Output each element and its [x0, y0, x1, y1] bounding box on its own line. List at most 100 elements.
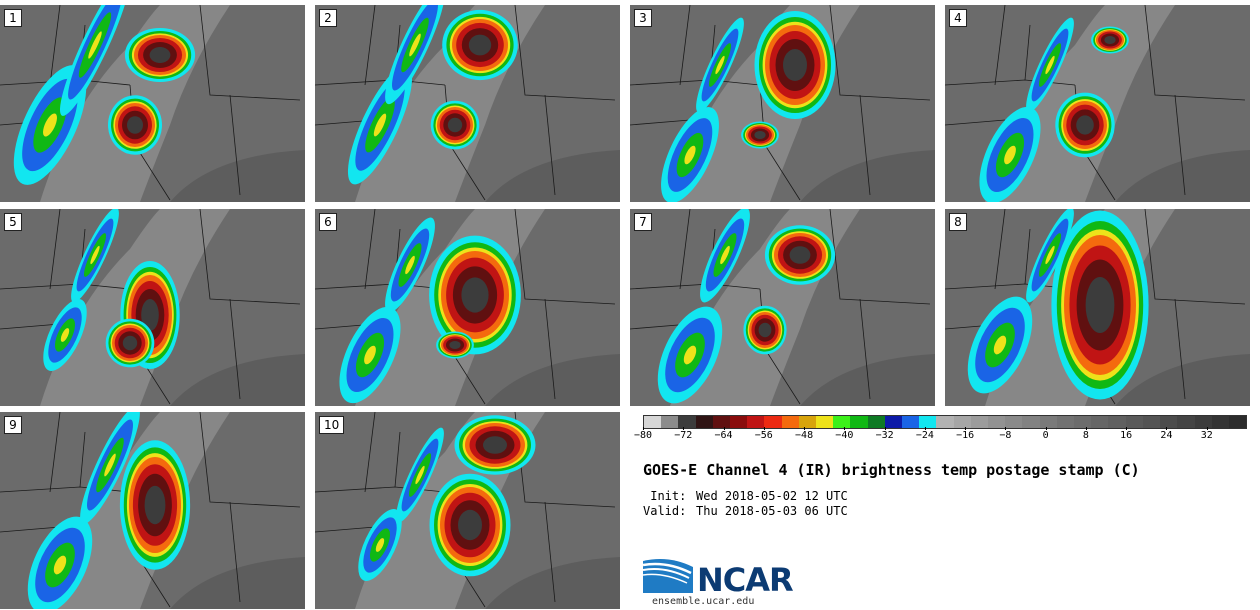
ensemble-member-panel-8: 8 [945, 209, 1250, 406]
colorbar-swatch [884, 416, 903, 428]
colorbar-swatch [1177, 416, 1195, 428]
convective-storm [468, 34, 492, 56]
panel-number: 7 [634, 213, 652, 231]
state-boundary [394, 431, 401, 488]
colorbar-swatch [1160, 416, 1178, 428]
init-value: Wed 2018-05-02 12 UTC [696, 489, 848, 503]
cloud-band [53, 555, 67, 575]
cloud-band [373, 113, 387, 137]
ensemble-member-panel-7: 7 [630, 209, 935, 406]
convective-storm [783, 49, 807, 81]
state-boundary [994, 209, 1006, 290]
ir-satellite-map [0, 412, 305, 609]
colorbar-swatch [730, 416, 748, 428]
colorbar-swatch [1125, 416, 1143, 428]
state-boundary [0, 526, 61, 533]
state-boundary [49, 209, 61, 290]
state-boundary [1144, 5, 1246, 101]
cloud-band [409, 33, 421, 57]
state-boundary [1144, 209, 1246, 305]
colorbar-swatch [902, 416, 920, 428]
chart-title: GOES-E Channel 4 (IR) brightness temp po… [643, 461, 1140, 479]
state-boundary [364, 5, 376, 86]
cloud-band [683, 345, 697, 365]
colorbar-tick-label: 8 [1082, 427, 1089, 441]
colorbar-tick-label: 0 [1042, 427, 1049, 441]
cloud-band [375, 538, 385, 552]
gulf-region [170, 354, 305, 406]
colorbar-swatch [988, 416, 1006, 428]
panel-number: 4 [949, 9, 967, 27]
convective-storm [458, 509, 482, 541]
state-boundary [199, 5, 301, 101]
colorbar-swatch [712, 416, 731, 428]
state-boundary [364, 209, 376, 290]
cloud-band [104, 453, 116, 477]
valid-label: Valid: [643, 504, 687, 518]
panel-number: 5 [4, 213, 22, 231]
ir-satellite-map [315, 5, 620, 202]
state-boundary [514, 5, 616, 101]
state-boundary [514, 209, 616, 305]
state-boundary [364, 412, 376, 493]
colorbar-swatch [1228, 416, 1247, 428]
panel-number: 9 [4, 416, 22, 434]
state-boundary [829, 209, 931, 305]
cloud-band [60, 328, 70, 342]
convective-storm [144, 485, 166, 525]
colorbar-tick-label: −8 [999, 427, 1012, 441]
colorbar-swatch [970, 416, 989, 428]
ir-satellite-map [0, 5, 305, 202]
ensemble-member-panel-4: 4 [945, 5, 1250, 202]
colorbar-swatch [661, 416, 679, 428]
state-boundary [229, 94, 241, 196]
state-boundary [994, 5, 1006, 86]
cloud-band [88, 31, 102, 59]
convective-storm [122, 335, 138, 351]
state-boundary [49, 412, 61, 493]
gulf-region [170, 150, 305, 202]
colorbar-tick-label: 24 [1160, 427, 1173, 441]
panel-number: 1 [4, 9, 22, 27]
colorbar-tick-label: −24 [915, 427, 934, 441]
cloud-band [43, 113, 57, 137]
convective-storm [1076, 115, 1094, 135]
cloud-band [415, 465, 425, 485]
state-boundary [544, 94, 556, 196]
state-boundary [229, 298, 241, 400]
colorbar-swatch [678, 416, 696, 428]
state-boundary [859, 298, 871, 400]
colorbar-tick-label: −16 [956, 427, 975, 441]
colorbar-swatch [1091, 416, 1109, 428]
cloud-band [720, 245, 730, 265]
colorbar-swatch [936, 416, 954, 428]
convective-storm [141, 299, 159, 331]
state-boundary [859, 94, 871, 196]
ir-satellite-map [630, 5, 935, 202]
state-boundary [1024, 24, 1031, 81]
ncar-logo-icon [643, 559, 693, 593]
colorbar-swatch [747, 416, 765, 428]
cloud-band [1004, 145, 1016, 165]
ir-satellite-map [315, 209, 620, 406]
colorbar-tick-label: −48 [795, 427, 814, 441]
colorbar [643, 415, 1247, 429]
colorbar-swatch [833, 416, 851, 428]
gulf-region [1115, 150, 1250, 202]
ir-satellite-map [945, 209, 1250, 406]
colorbar-tick-label: −80 [633, 427, 653, 441]
colorbar-swatch [953, 416, 971, 428]
convective-storm [1085, 277, 1115, 333]
gulf-region [485, 557, 620, 609]
state-boundary [0, 323, 61, 330]
logo-text: NCAR [697, 561, 794, 599]
convective-storm [461, 277, 489, 313]
colorbar-swatch [867, 416, 885, 428]
colorbar-tick-label: −72 [674, 427, 693, 441]
ensemble-member-panel-2: 2 [315, 5, 620, 202]
panel-number: 6 [319, 213, 337, 231]
colorbar-tick-label: 16 [1120, 427, 1133, 441]
state-boundary [679, 209, 691, 290]
panel-number: 2 [319, 9, 337, 27]
panel-number: 3 [634, 9, 652, 27]
